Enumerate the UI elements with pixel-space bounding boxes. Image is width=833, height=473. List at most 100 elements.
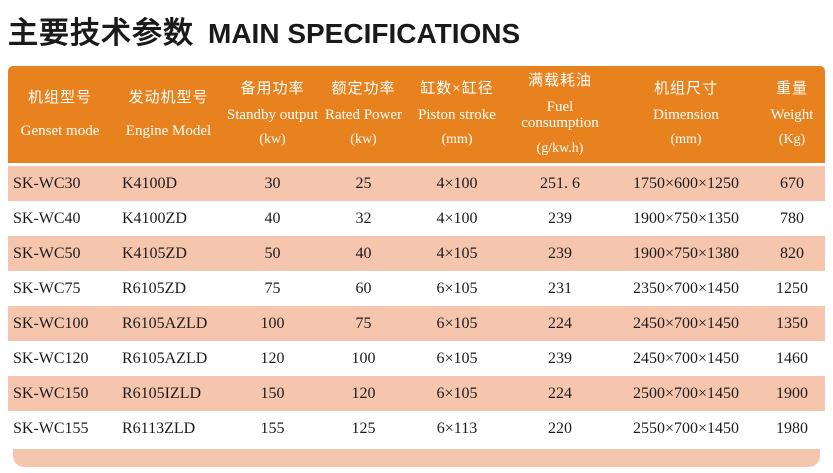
table-cell-fuel-consumption: 239 bbox=[548, 209, 572, 227]
table-cell-genset-mode: SK-WC30 bbox=[13, 174, 81, 192]
table-cell-rated-power: 100 bbox=[351, 349, 376, 367]
table-cell-piston-stroke: 6×105 bbox=[436, 349, 478, 367]
table-cell-weight: 1900 bbox=[776, 384, 808, 402]
header-label-en: Standby output bbox=[226, 106, 319, 123]
table-cell-fuel-consumption: 239 bbox=[548, 244, 572, 262]
table-cell-rated-power: 32 bbox=[355, 209, 372, 227]
header-label-unit: (mm) bbox=[670, 132, 702, 148]
table-cell-piston-stroke: 6×105 bbox=[436, 314, 478, 332]
table-body: SK-WC30 K4100D 30 25 4×100 251. 6 1750×6… bbox=[8, 166, 825, 446]
table-cell-standby-output: 40 bbox=[264, 209, 281, 227]
table-cell-genset-mode: SK-WC75 bbox=[13, 279, 81, 297]
table-cell-rated-power: 40 bbox=[355, 244, 372, 262]
table-cell-engine-model: R6105AZLD bbox=[122, 349, 208, 367]
header-label-unit: (g/kw.h) bbox=[536, 140, 584, 156]
header-label-unit: (Kg) bbox=[778, 132, 806, 148]
table-cell-standby-output: 75 bbox=[264, 279, 281, 297]
table-cell-fuel-consumption: 251. 6 bbox=[540, 174, 580, 192]
table-cell-dimension: 2500×700×1450 bbox=[632, 384, 740, 402]
table-cell-standby-output: 50 bbox=[264, 244, 281, 262]
table-cell-engine-model: R6105AZLD bbox=[122, 314, 208, 332]
table-cell-fuel-consumption: 224 bbox=[548, 384, 572, 402]
header-label-unit: (mm) bbox=[441, 132, 473, 148]
table-cell-piston-stroke: 6×105 bbox=[436, 384, 478, 402]
header-label-zh: 机组尺寸 bbox=[653, 81, 718, 98]
table-cell-piston-stroke: 4×100 bbox=[436, 174, 478, 192]
table-row: SK-WC75 R6105ZD 75 60 6×105 231 2350×700… bbox=[8, 271, 825, 306]
table-cell-dimension: 2450×700×1450 bbox=[632, 349, 740, 367]
table-cell-rated-power: 60 bbox=[355, 279, 372, 297]
table-cell-fuel-consumption: 239 bbox=[548, 349, 572, 367]
specifications-table: 机组型号 Genset mode 发动机型号 Engine Model 备用功率… bbox=[8, 66, 825, 467]
table-cell-weight: 780 bbox=[780, 209, 804, 227]
table-row: SK-WC40 K4100ZD 40 32 4×100 239 1900×750… bbox=[8, 201, 825, 236]
table-cell-engine-model: K4105ZD bbox=[122, 244, 187, 262]
column-header-engine-model: 发动机型号 Engine Model bbox=[112, 66, 225, 163]
table-cell-engine-model: K4100ZD bbox=[122, 209, 187, 227]
table-cell-weight: 1980 bbox=[776, 419, 808, 437]
header-label-en: Piston stroke bbox=[418, 106, 496, 123]
header-label-en: Dimension bbox=[653, 106, 719, 123]
header-label-zh: 发动机型号 bbox=[128, 89, 209, 106]
table-cell-genset-mode: SK-WC155 bbox=[13, 419, 89, 437]
table-cell-standby-output: 150 bbox=[260, 384, 285, 402]
column-header-weight: 重量 Weight (Kg) bbox=[759, 66, 825, 163]
column-header-dimension: 机组尺寸 Dimension (mm) bbox=[613, 66, 759, 163]
header-label-en: Fuel consumption bbox=[521, 98, 599, 132]
column-header-rated-power: 额定功率 Rated Power (kw) bbox=[320, 66, 407, 163]
header-label-zh: 备用功率 bbox=[240, 81, 305, 98]
header-label-zh: 机组型号 bbox=[27, 89, 92, 106]
table-cell-weight: 1350 bbox=[776, 314, 808, 332]
header-label-en: Engine Model bbox=[125, 123, 212, 139]
table-cell-dimension: 2550×700×1450 bbox=[632, 419, 740, 437]
column-header-genset-mode: 机组型号 Genset mode bbox=[8, 66, 112, 163]
table-cell-standby-output: 155 bbox=[260, 419, 285, 437]
table-cell-standby-output: 100 bbox=[260, 314, 285, 332]
header-label-en: Rated Power bbox=[324, 106, 403, 123]
table-cell-rated-power: 125 bbox=[351, 419, 376, 437]
table-cell-fuel-consumption: 224 bbox=[548, 314, 572, 332]
table-row: SK-WC50 K4105ZD 50 40 4×105 239 1900×750… bbox=[8, 236, 825, 271]
page-title-chinese: 主要技术参数 bbox=[8, 17, 194, 50]
column-header-standby-output: 备用功率 Standby output (kw) bbox=[225, 66, 320, 163]
header-label-en: Genset mode bbox=[20, 123, 100, 139]
header-label-unit: (kw) bbox=[350, 132, 377, 148]
table-cell-genset-mode: SK-WC40 bbox=[13, 209, 81, 227]
table-cell-engine-model: K4100D bbox=[122, 174, 178, 192]
table-cell-piston-stroke: 4×105 bbox=[436, 244, 478, 262]
table-cell-rated-power: 75 bbox=[355, 314, 372, 332]
table-cell-engine-model: R6105ZD bbox=[122, 279, 186, 297]
table-cell-dimension: 1900×750×1380 bbox=[632, 244, 740, 262]
table-cell-standby-output: 30 bbox=[264, 174, 281, 192]
table-cell-piston-stroke: 4×100 bbox=[436, 209, 478, 227]
column-header-piston-stroke: 缸数×缸径 Piston stroke (mm) bbox=[407, 66, 507, 163]
table-cell-standby-output: 120 bbox=[260, 349, 285, 367]
table-cell-weight: 670 bbox=[780, 174, 804, 192]
page-title: 主要技术参数 MAIN SPECIFICATIONS bbox=[8, 8, 520, 52]
table-cell-weight: 1460 bbox=[776, 349, 808, 367]
page-title-english: MAIN SPECIFICATIONS bbox=[208, 18, 521, 49]
column-header-fuel-consumption: 满载耗油 Fuel consumption (g/kw.h) bbox=[507, 66, 613, 163]
table-cell-genset-mode: SK-WC50 bbox=[13, 244, 81, 262]
header-label-zh: 满载耗油 bbox=[527, 73, 592, 90]
header-label-zh: 额定功率 bbox=[331, 81, 396, 98]
table-row: SK-WC30 K4100D 30 25 4×100 251. 6 1750×6… bbox=[8, 166, 825, 201]
table-cell-piston-stroke: 6×105 bbox=[436, 279, 478, 297]
table-cell-rated-power: 25 bbox=[355, 174, 372, 192]
table-cell-piston-stroke: 6×113 bbox=[436, 419, 478, 437]
header-label-en: Weight bbox=[770, 106, 814, 123]
table-row: SK-WC100 R6105AZLD 100 75 6×105 224 2450… bbox=[8, 306, 825, 341]
table-cell-weight: 820 bbox=[780, 244, 804, 262]
table-row: SK-WC120 R6105AZLD 120 100 6×105 239 245… bbox=[8, 341, 825, 376]
table-cell-dimension: 1900×750×1350 bbox=[632, 209, 740, 227]
table-cell-engine-model: R6105IZLD bbox=[122, 384, 202, 402]
header-label-unit: (kw) bbox=[259, 132, 286, 148]
table-row: SK-WC150 R6105IZLD 150 120 6×105 224 250… bbox=[8, 376, 825, 411]
table-cell-dimension: 2450×700×1450 bbox=[632, 314, 740, 332]
table-cell-genset-mode: SK-WC150 bbox=[13, 384, 89, 402]
table-cell-genset-mode: SK-WC120 bbox=[13, 349, 89, 367]
table-header-row: 机组型号 Genset mode 发动机型号 Engine Model 备用功率… bbox=[8, 66, 825, 163]
footer-bar bbox=[13, 449, 820, 467]
table-cell-rated-power: 120 bbox=[351, 384, 376, 402]
